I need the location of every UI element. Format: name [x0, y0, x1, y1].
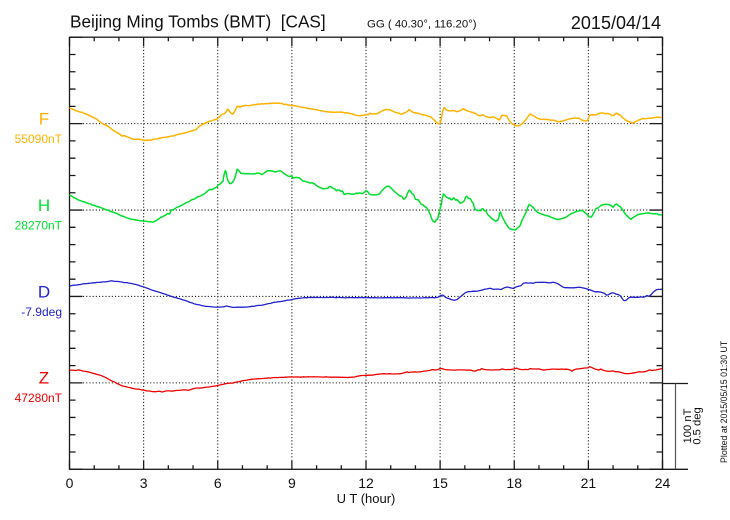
- svg-text:H: H: [38, 196, 50, 215]
- svg-text:Z: Z: [39, 369, 49, 388]
- svg-text:6: 6: [214, 475, 222, 491]
- svg-text:100 nT: 100 nT: [682, 408, 694, 443]
- svg-text:21: 21: [581, 475, 597, 491]
- svg-text:D: D: [38, 282, 50, 301]
- svg-text:18: 18: [506, 475, 522, 491]
- svg-text:55090nT: 55090nT: [15, 132, 63, 146]
- svg-text:9: 9: [288, 475, 296, 491]
- svg-text:2015/04/14: 2015/04/14: [571, 13, 661, 33]
- svg-text:Beijing Ming Tombs (BMT) [CAS: Beijing Ming Tombs (BMT) [CAS]: [70, 12, 326, 32]
- svg-text:0: 0: [66, 475, 74, 491]
- svg-text:Plotted at 2015/05/15 01:30 UT: Plotted at 2015/05/15 01:30 UT: [719, 340, 729, 463]
- svg-text:F: F: [39, 109, 49, 128]
- svg-text:3: 3: [140, 475, 148, 491]
- svg-text:GG ( 40.30°, 116.20°): GG ( 40.30°, 116.20°): [367, 18, 477, 30]
- svg-text:47280nT: 47280nT: [15, 391, 63, 405]
- svg-text:28270nT: 28270nT: [15, 218, 63, 232]
- svg-text:24: 24: [655, 475, 671, 491]
- svg-text:U T (hour): U T (hour): [337, 491, 396, 506]
- svg-text:12: 12: [358, 475, 374, 491]
- svg-text:0.5 deg: 0.5 deg: [692, 407, 704, 444]
- svg-text:15: 15: [432, 475, 448, 491]
- svg-text:-7.9deg: -7.9deg: [21, 305, 62, 319]
